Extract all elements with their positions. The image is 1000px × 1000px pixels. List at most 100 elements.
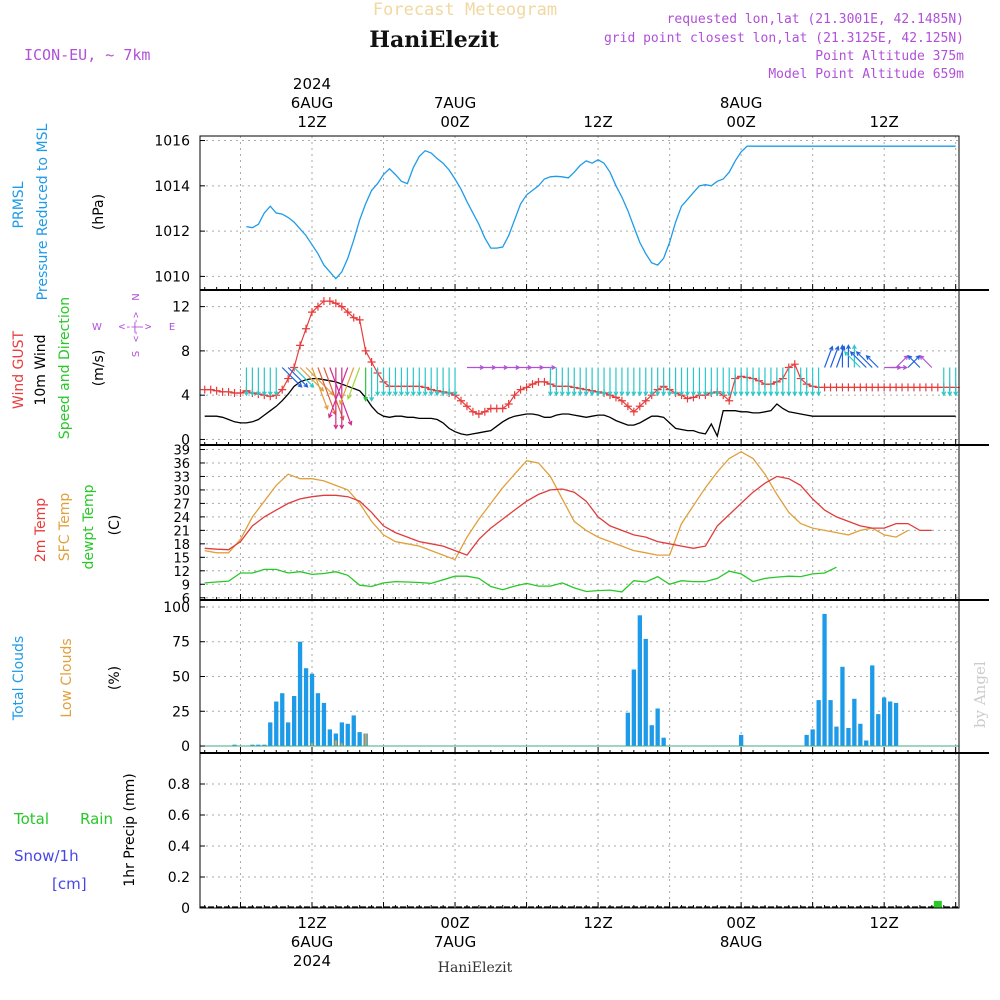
- cloud-bar: [262, 744, 267, 747]
- wind-arrow: [774, 367, 780, 397]
- y-tick-label: 0.6: [168, 808, 190, 824]
- gust-marker: [355, 315, 364, 324]
- temp-axis-title: 2m Temp SFC Temp dewpt Temp (C): [33, 484, 123, 569]
- station-title: HaniElezit: [369, 27, 499, 53]
- y-tick-label: 50: [172, 670, 190, 686]
- pressure-unit-label: (hPa): [91, 194, 107, 230]
- precip-rain-label: Rain: [80, 810, 113, 828]
- time-label-top: 00Z: [440, 113, 469, 131]
- time-label-top: 12Z: [583, 113, 612, 131]
- gust-marker: [284, 374, 293, 383]
- panel-frame: [199, 289, 960, 446]
- cloud-bar: [870, 665, 875, 747]
- cloud-axis-title: Total Clouds Low Clouds (%): [11, 636, 123, 721]
- gust-marker: [504, 400, 513, 409]
- closest-coords: grid point closest lon,lat (21.3125E, 42…: [604, 31, 964, 46]
- wind-arrow: [696, 367, 702, 397]
- wind-arrow: [907, 354, 921, 368]
- wind-arrow: [673, 367, 679, 397]
- gust-marker: [278, 385, 287, 394]
- wind-arrow: [732, 367, 738, 397]
- wind-arrow: [823, 345, 834, 368]
- wind-arrow: [607, 367, 613, 397]
- compass-e: E: [169, 322, 175, 333]
- y-tick-label: 24: [173, 511, 190, 526]
- dewpt-line: [204, 566, 837, 593]
- wind-arrow: [375, 367, 381, 397]
- wind-arrow: [919, 354, 933, 368]
- time-label-bottom: 7AUG: [434, 933, 476, 951]
- wind-arrow: [452, 367, 458, 397]
- wind-arrow: [792, 367, 798, 397]
- cloud-bar: [822, 613, 827, 746]
- gust-label: Wind GUST: [11, 330, 27, 409]
- y-tick-label: 1016: [154, 134, 190, 150]
- watermark: by Angel: [971, 661, 989, 728]
- y-tick-label: 12: [172, 300, 190, 316]
- cloud-bar: [286, 722, 291, 746]
- wind-arrow: [404, 367, 410, 397]
- wind-arrow: [392, 367, 398, 397]
- y-tick-label: 36: [173, 457, 190, 472]
- wind-arrow: [661, 367, 667, 397]
- wind-arrow: [327, 367, 349, 419]
- cloud-bar: [637, 615, 642, 746]
- temp-unit-label: (C): [107, 515, 123, 536]
- footer-station: HaniElezit: [438, 960, 513, 976]
- time-label-top: 8AUG: [720, 94, 762, 112]
- gust-marker: [206, 385, 215, 394]
- compass-s: S: [131, 351, 142, 357]
- wind-arrow: [953, 367, 959, 397]
- gust-marker: [457, 396, 465, 405]
- wind-arrow: [369, 367, 375, 402]
- wind-arrow: [387, 367, 392, 397]
- wind-arrow: [890, 365, 908, 370]
- low-cloud-bar: [334, 740, 337, 747]
- wind-arrow: [305, 367, 335, 396]
- wind-arrow: [667, 367, 673, 397]
- gust-marker: [468, 407, 477, 416]
- gust-marker: [343, 308, 352, 317]
- wind-arrow: [565, 367, 571, 397]
- wind-arrow: [422, 367, 428, 397]
- panel-frame: [199, 135, 960, 291]
- compass-arrows-vertical: <-|->: [131, 312, 142, 342]
- wind-arrow: [613, 367, 619, 397]
- cloud-bar: [882, 697, 887, 747]
- t2m-line: [204, 475, 932, 556]
- wind-arrow: [829, 345, 840, 368]
- requested-coords: requested lon,lat (21.3001E, 42.1485N): [667, 12, 964, 27]
- sfc-temp-line: [204, 450, 909, 561]
- wind-axis-title: Wind GUST 10m Wind Speed and Direction (…: [11, 293, 175, 439]
- wind-arrow: [780, 367, 786, 397]
- wind-arrow: [559, 367, 565, 397]
- y-tick-label: 27: [173, 497, 190, 512]
- wind-arrow: [816, 367, 822, 397]
- low-cloud-bar: [310, 743, 313, 747]
- wind-arrow: [601, 367, 607, 397]
- cloud-bar: [351, 715, 356, 746]
- gust-marker: [308, 308, 316, 317]
- wind-arrow: [440, 367, 446, 397]
- y-tick-label: 18: [173, 538, 190, 553]
- wind-arrow: [398, 367, 404, 397]
- gust-marker: [510, 391, 519, 400]
- wind-arrow: [756, 367, 762, 397]
- wind-arrow: [589, 367, 595, 397]
- wind-arrow: [637, 367, 643, 397]
- wind-arrow: [851, 344, 857, 368]
- low-cloud-bar: [340, 743, 343, 747]
- gust-marker: [635, 402, 644, 411]
- precip-axis-title: Total Rain Snow/1h [cm] 1hr Precip (mm): [13, 773, 138, 893]
- gust-marker: [474, 410, 483, 418]
- time-label-bottom: 2024: [293, 952, 331, 970]
- wind-arrow: [798, 367, 804, 397]
- cloud-bar: [804, 734, 809, 746]
- gust-marker: [540, 377, 549, 386]
- cloud-bar: [292, 696, 297, 747]
- y-tick-label: 0.4: [168, 839, 190, 855]
- wind-arrow: [708, 367, 714, 397]
- y-tick-label: 4: [181, 388, 190, 404]
- wind-arrow: [619, 367, 625, 397]
- y-tick-label: 0: [181, 432, 190, 448]
